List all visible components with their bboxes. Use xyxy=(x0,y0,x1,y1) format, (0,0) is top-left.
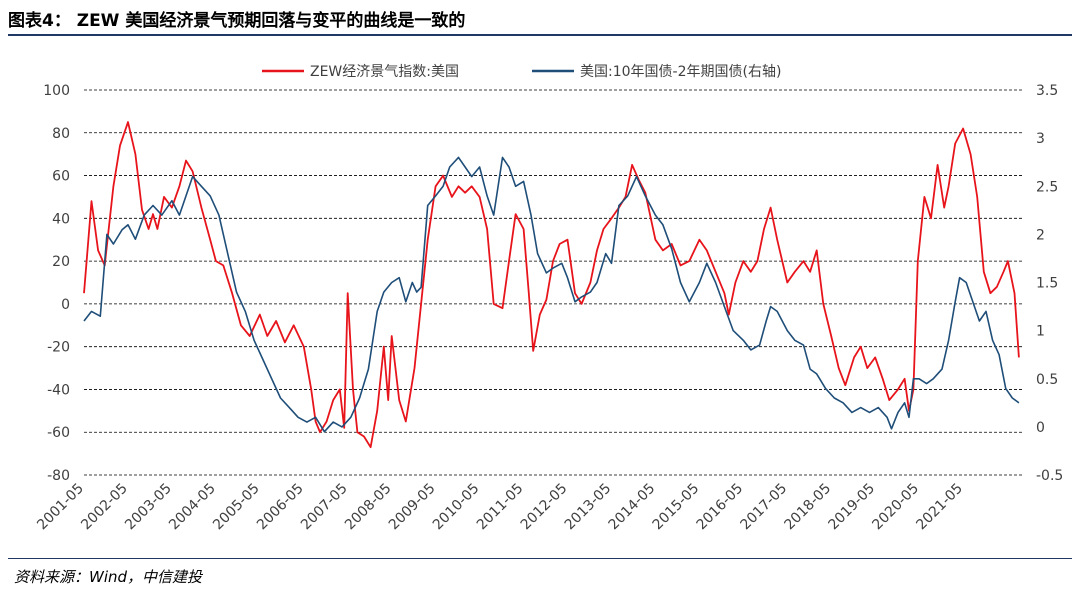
right-tick-label: 0 xyxy=(1036,420,1045,436)
x-tick-label: 2016-05 xyxy=(694,481,747,534)
legend: ZEW经济景气指数:美国 美国:10年国债-2年期国债(右轴) xyxy=(262,64,781,80)
left-tick-label: -40 xyxy=(47,382,70,398)
x-tick-label: 2007-05 xyxy=(298,481,351,534)
zew-series-line xyxy=(83,121,1020,449)
x-tick-label: 2010-05 xyxy=(430,481,483,534)
x-axis-ticks: 2001-052002-052003-052004-052005-052006-… xyxy=(34,481,966,534)
x-tick-label: 2004-05 xyxy=(166,481,219,534)
legend-label: ZEW经济景气指数:美国 xyxy=(310,64,459,80)
left-tick-label: 80 xyxy=(52,126,70,142)
left-tick-label: 0 xyxy=(61,297,70,313)
x-tick-label: 2020-05 xyxy=(869,481,922,534)
x-tick-label: 2012-05 xyxy=(518,481,571,534)
x-tick-label: 2011-05 xyxy=(474,481,527,534)
x-tick-label: 2019-05 xyxy=(825,481,878,534)
right-tick-label: 0.5 xyxy=(1036,372,1058,388)
line-chart: 100 80 60 40 20 0 -20 -40 -60 -80 3.5 3 2.5 2 1.5 1 0.5… xyxy=(34,64,1063,534)
legend-label: 美国:10年国债-2年期国债(右轴) xyxy=(580,64,781,80)
right-tick-label: 1.5 xyxy=(1036,276,1058,292)
x-tick-label: 2015-05 xyxy=(650,481,703,534)
right-tick-label: 2 xyxy=(1036,227,1045,243)
left-tick-label: -80 xyxy=(47,468,70,484)
x-tick-label: 2017-05 xyxy=(738,481,791,534)
x-tick-label: 2014-05 xyxy=(606,481,659,534)
left-tick-label: -20 xyxy=(47,340,70,356)
yield-spread-series-line xyxy=(83,156,1020,433)
x-tick-label: 2005-05 xyxy=(210,481,263,534)
x-tick-label: 2021-05 xyxy=(913,481,966,534)
x-tick-label: 2001-05 xyxy=(34,481,87,534)
left-tick-label: 100 xyxy=(43,83,70,99)
x-tick-label: 2003-05 xyxy=(122,481,175,534)
right-tick-label: -0.5 xyxy=(1036,468,1063,484)
series-layer xyxy=(83,121,1020,449)
left-tick-label: 20 xyxy=(52,254,70,270)
title-divider xyxy=(8,34,1072,36)
x-tick-label: 2008-05 xyxy=(342,481,395,534)
gridlines xyxy=(84,89,1022,476)
right-tick-label: 3.5 xyxy=(1036,83,1058,99)
left-tick-label: 60 xyxy=(52,169,70,185)
left-tick-label: -60 xyxy=(47,425,70,441)
footer-divider xyxy=(8,558,1072,559)
left-axis-ticks: 100 80 60 40 20 0 -20 -40 -60 -80 xyxy=(43,83,70,484)
right-tick-label: 2.5 xyxy=(1036,179,1058,195)
x-tick-label: 2018-05 xyxy=(782,481,835,534)
right-tick-label: 3 xyxy=(1036,131,1045,147)
right-tick-label: 1 xyxy=(1036,324,1045,340)
figure-title: 图表4： ZEW 美国经济景气预期回落与变平的曲线是一致的 xyxy=(8,11,466,31)
source-note: 资料来源：Wind，中信建投 xyxy=(14,568,203,586)
x-tick-label: 2013-05 xyxy=(562,481,615,534)
left-tick-label: 40 xyxy=(52,211,70,227)
x-tick-label: 2002-05 xyxy=(78,481,131,534)
x-tick-label: 2009-05 xyxy=(386,481,439,534)
right-axis-ticks: 3.5 3 2.5 2 1.5 1 0.5 0 -0.5 xyxy=(1036,83,1063,484)
x-tick-label: 2006-05 xyxy=(254,481,307,534)
